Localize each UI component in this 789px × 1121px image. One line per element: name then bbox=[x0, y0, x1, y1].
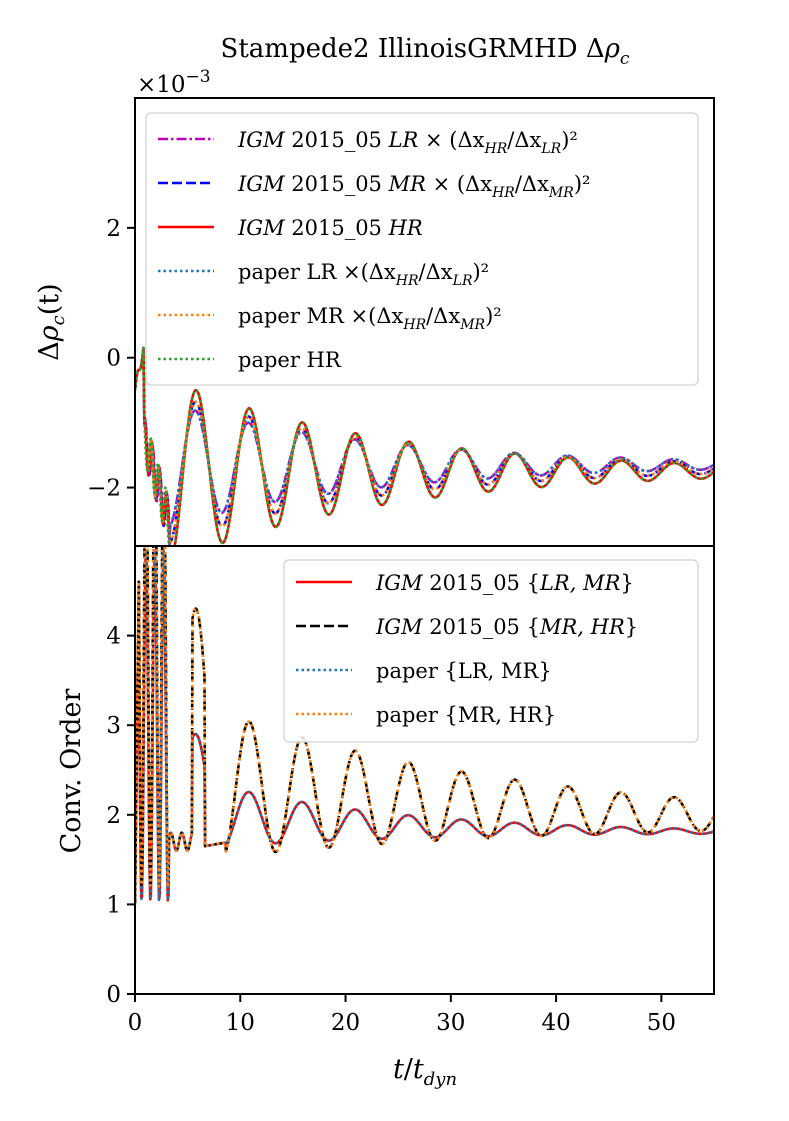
x-tick-label: 50 bbox=[647, 1010, 676, 1036]
top-legend-label: IGM 2015_05 HR bbox=[237, 216, 423, 240]
x-tick-label: 10 bbox=[226, 1010, 255, 1036]
bottom-panel-y-tick-label: 4 bbox=[106, 624, 121, 650]
bottom-legend-label: paper {MR, HR} bbox=[376, 703, 556, 727]
top-series-line bbox=[135, 346, 714, 533]
top-legend-label: paper MR ×(ΔxHR/ΔxMR)² bbox=[238, 304, 502, 333]
x-tick-label: 30 bbox=[436, 1010, 465, 1036]
top-legend-label: paper HR bbox=[238, 348, 342, 372]
bottom-legend: IGM 2015_05 {LR, MR} IGM 2015_05 {MR, HR}… bbox=[283, 559, 699, 743]
top-legend-label: paper LR ×(ΔxHR/ΔxLR)² bbox=[238, 260, 489, 289]
top-series-line bbox=[135, 346, 714, 546]
bottom-y-axis-label: Conv. Order bbox=[56, 689, 87, 854]
bottom-series-line bbox=[135, 546, 714, 905]
bottom-legend-label: IGM 2015_05 {LR, MR} bbox=[375, 571, 634, 595]
x-tick-label: 20 bbox=[331, 1010, 360, 1036]
top-legend-box bbox=[145, 112, 699, 386]
bottom-panel-y-tick-label: 2 bbox=[106, 803, 121, 829]
top-legend-label: IGM 2015_05 LR × (ΔxHR/ΔxLR)² bbox=[237, 128, 578, 157]
bottom-panel-y-tick-label: 1 bbox=[106, 892, 121, 918]
chart-title: Stampede2 IllinoisGRMHD Δρc bbox=[221, 34, 630, 69]
top-y-axis-label: Δρc(t) bbox=[34, 283, 69, 360]
top-legend-label: IGM 2015_05 MR × (ΔxHR/ΔxMR)² bbox=[237, 172, 590, 201]
bottom-legend-label: IGM 2015_05 {MR, HR} bbox=[375, 615, 638, 639]
y-scale-factor: ×10−3 bbox=[137, 67, 211, 98]
bottom-legend-label: paper {LR, MR} bbox=[376, 659, 552, 683]
top-series-line bbox=[135, 346, 714, 546]
bottom-panel-y-tick-label: 3 bbox=[106, 713, 121, 739]
bottom-series-line bbox=[135, 549, 714, 905]
top-panel-y-tick-label: 0 bbox=[106, 346, 121, 372]
bottom-panel-frame bbox=[134, 545, 715, 995]
x-axis-label: t/tdyn bbox=[393, 1054, 457, 1090]
top-panel-y-tick-label: 2 bbox=[106, 216, 121, 242]
top-panel-y-tick-label: −2 bbox=[87, 476, 121, 502]
x-tick-label: 40 bbox=[541, 1010, 570, 1036]
top-legend: IGM 2015_05 LR × (ΔxHR/ΔxLR)² IGM 2015_05… bbox=[145, 112, 699, 386]
bottom-legend-box bbox=[283, 559, 699, 743]
bottom-panel-y-tick-label: 0 bbox=[106, 982, 121, 1008]
x-tick-label: 0 bbox=[128, 1010, 143, 1036]
